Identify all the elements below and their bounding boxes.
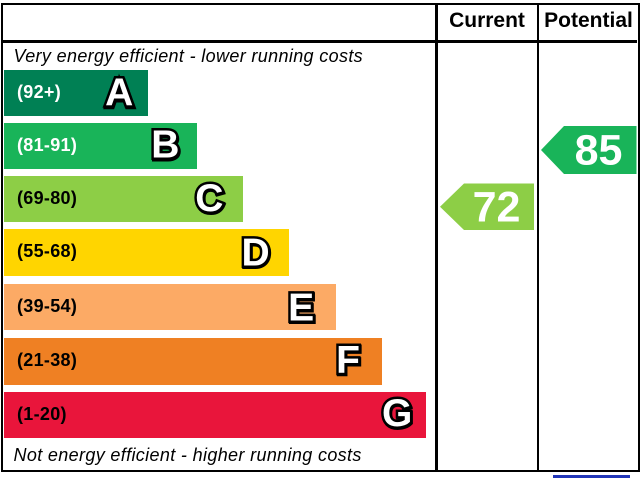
svg-text:D: D [242,233,270,276]
svg-text:85: 85 [575,127,623,175]
svg-text:C: C [196,178,224,221]
svg-text:B: B [151,124,179,167]
svg-text:B: B [152,125,180,168]
svg-text:72: 72 [473,183,521,231]
svg-text:G: G [383,393,413,436]
svg-text:F: F [337,340,361,383]
svg-text:F: F [336,339,360,382]
svg-text:E: E [289,288,315,331]
svg-text:A: A [106,73,134,116]
svg-text:A: A [105,72,133,115]
svg-text:C: C [195,177,223,220]
svg-text:D: D [242,232,270,275]
svg-text:E: E [288,287,314,330]
svg-text:G: G [382,392,412,435]
